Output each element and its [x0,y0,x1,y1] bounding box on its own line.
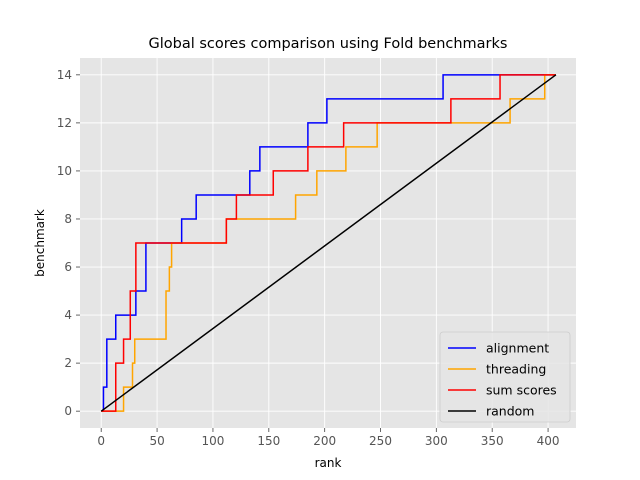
x-tick-label: 50 [149,434,164,448]
y-tick-label: 6 [64,260,72,274]
y-tick-label: 2 [64,356,72,370]
y-tick-label: 8 [64,212,72,226]
series-layer [100,74,557,412]
ticks: 0 50 100 150 200 250 300 350 400 0 2 4 6 8 10 12 14 [57,68,560,448]
series-sum-scores-line [101,74,556,412]
chart-title: Global scores comparison using Fold benc… [149,36,508,52]
legend-label-threading: threading [486,362,546,377]
x-tick-label: 200 [313,434,336,448]
x-tick-label: 100 [201,434,224,448]
x-tick-label: 300 [425,434,448,448]
y-tick-label: 12 [57,116,72,130]
x-axis-label: rank [315,456,342,470]
legend-label-random: random [486,404,534,419]
x-tick-label: 150 [257,434,280,448]
y-tick-label: 14 [57,68,72,82]
x-tick-label: 350 [481,434,504,448]
legend: alignment threading sum scores random [439,331,571,423]
series-random-line [100,74,557,412]
y-tick-label: 0 [64,404,72,418]
x-tick-label: 250 [369,434,392,448]
y-tick-label: 4 [64,308,72,322]
y-tick-label: 10 [57,164,72,178]
legend-label-sum-scores: sum scores [486,383,557,398]
series-alignment-line [101,74,556,412]
x-tick-label: 400 [537,434,560,448]
legend-box [439,331,571,423]
legend-label-alignment: alignment [486,341,549,356]
y-axis-label: benchmark [33,209,47,277]
x-tick-label: 0 [97,434,105,448]
